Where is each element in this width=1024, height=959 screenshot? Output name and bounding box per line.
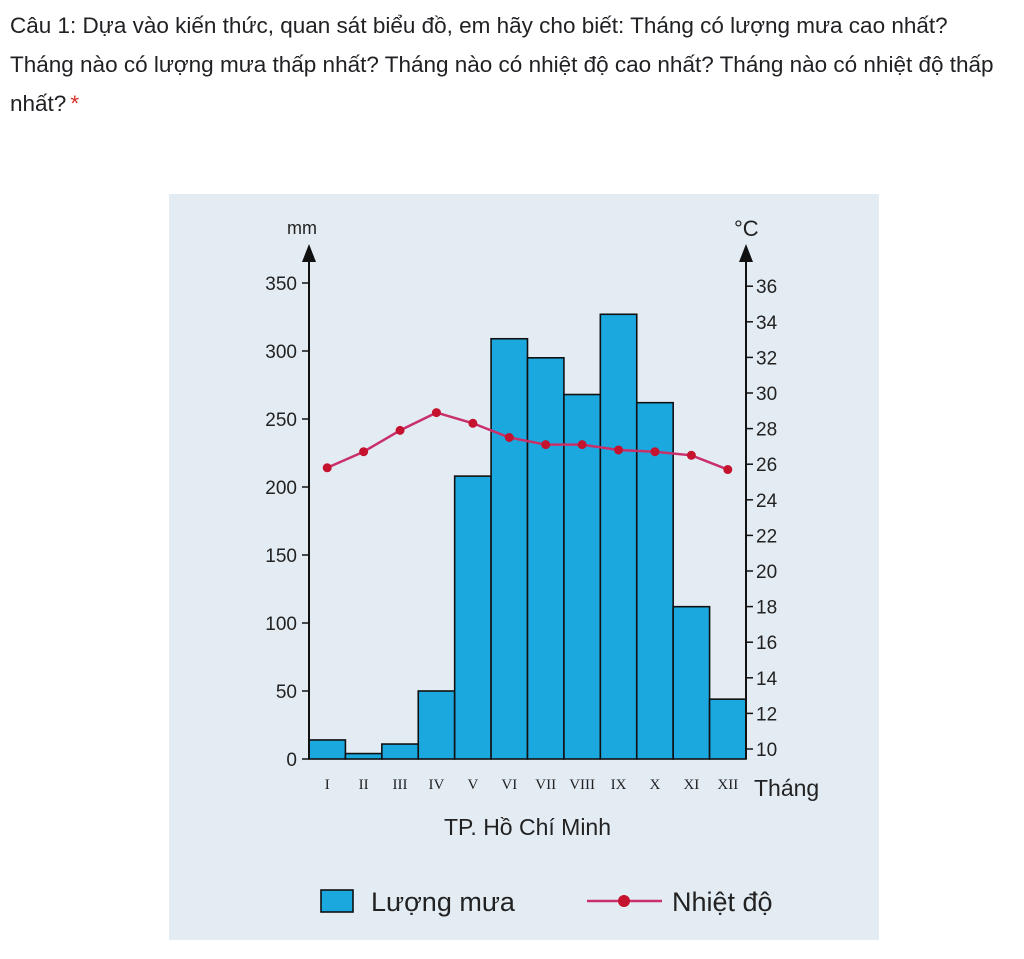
right-tick-label: 36 — [756, 277, 777, 298]
chart-title: TP. Hồ Chí Minh — [444, 814, 611, 840]
rain-bar-V — [453, 475, 492, 760]
left-tick-label: 50 — [276, 682, 297, 703]
right-tick-label: 22 — [756, 526, 777, 547]
rain-bars — [308, 313, 747, 760]
rain-bar-X — [635, 401, 674, 760]
month-label-II: II — [359, 777, 369, 793]
temperature-point-IV — [431, 408, 441, 418]
left-tick-label: 350 — [265, 274, 297, 295]
question-body: Câu 1: Dựa vào kiến thức, quan sát biểu … — [10, 13, 994, 116]
month-label-V: V — [467, 777, 478, 793]
temperature-polyline — [326, 411, 729, 471]
rain-bar-IX — [599, 313, 638, 760]
month-label-X: X — [650, 777, 661, 793]
month-label-III: III — [393, 777, 408, 793]
month-label-VI: VI — [501, 777, 517, 793]
month-label-VII: VII — [535, 777, 556, 793]
right-tick-label: 26 — [756, 455, 777, 476]
temperature-point-III — [395, 425, 405, 435]
left-tick-label: 200 — [265, 478, 297, 499]
temperature-point-XI — [686, 450, 696, 460]
legend-rain-swatch — [320, 889, 354, 913]
left-axis-arrow — [302, 244, 316, 262]
rain-bar-VIII — [563, 393, 602, 760]
rain-bar-XII — [708, 698, 747, 760]
chart-axes — [302, 244, 753, 760]
rain-bar-IV — [417, 690, 456, 760]
month-label-VIII: VIII — [569, 777, 595, 793]
temperature-point-X — [650, 447, 660, 457]
right-tick-label: 32 — [756, 348, 777, 369]
legend-rain-label: Lượng mưa — [371, 887, 516, 917]
right-tick-label: 16 — [756, 633, 777, 654]
chart-legend: Lượng mưa Nhiệt độ — [320, 887, 773, 917]
month-label-IX: IX — [611, 777, 627, 793]
month-label-XII: XII — [717, 777, 738, 793]
x-axis-title: Tháng — [754, 775, 819, 801]
month-label-IV: IV — [429, 777, 445, 793]
left-tick-label: 300 — [265, 342, 297, 363]
right-axis-unit: °C — [734, 216, 759, 241]
month-label-I: I — [325, 777, 330, 793]
rain-bar-II — [344, 752, 383, 760]
left-tick-label: 150 — [265, 546, 297, 567]
legend-temp-marker — [618, 895, 630, 907]
legend-temp-label: Nhiệt độ — [672, 887, 773, 917]
right-axis-arrow — [739, 244, 753, 262]
temperature-point-I — [322, 463, 332, 473]
right-tick-label: 20 — [756, 562, 777, 583]
temperature-point-VII — [541, 440, 551, 450]
rain-bar-I — [308, 739, 347, 760]
temperature-point-VI — [504, 433, 514, 442]
temperature-line — [322, 408, 733, 475]
right-tick-label: 30 — [756, 384, 777, 405]
climate-chart: 0 50 100 150 200 250 300 350 10 12 14 16 18 20 22 24 26 2… — [265, 216, 819, 917]
left-tick-label: 0 — [286, 750, 297, 771]
chart-labels: 0 50 100 150 200 250 300 350 10 12 14 16 18 20 22 24 26 2… — [265, 216, 819, 840]
right-tick-label: 24 — [756, 491, 778, 512]
required-asterisk: * — [70, 91, 80, 116]
left-tick-label: 100 — [265, 614, 297, 635]
question-text: Câu 1: Dựa vào kiến thức, quan sát biểu … — [10, 6, 1015, 123]
right-tick-label: 10 — [756, 740, 777, 761]
temperature-point-V — [468, 418, 478, 428]
right-tick-label: 12 — [756, 704, 777, 725]
temperature-point-II — [359, 447, 369, 457]
rain-bar-III — [381, 743, 420, 760]
rain-bar-XI — [672, 605, 711, 760]
temperature-point-VIII — [577, 440, 587, 450]
rain-bar-VII — [526, 357, 565, 760]
rain-bar-VI — [490, 337, 529, 760]
left-tick-label: 250 — [265, 410, 297, 431]
left-axis-unit: mm — [287, 218, 317, 238]
right-tick-label: 34 — [756, 313, 778, 334]
right-tick-label: 18 — [756, 598, 777, 619]
climate-chart-figure: 0 50 100 150 200 250 300 350 10 12 14 16 18 20 22 24 26 2… — [169, 194, 879, 940]
temperature-point-XII — [723, 465, 733, 475]
temperature-point-IX — [614, 445, 624, 455]
right-tick-label: 14 — [756, 669, 778, 690]
right-tick-label: 28 — [756, 420, 777, 441]
month-label-XI: XI — [683, 777, 699, 793]
